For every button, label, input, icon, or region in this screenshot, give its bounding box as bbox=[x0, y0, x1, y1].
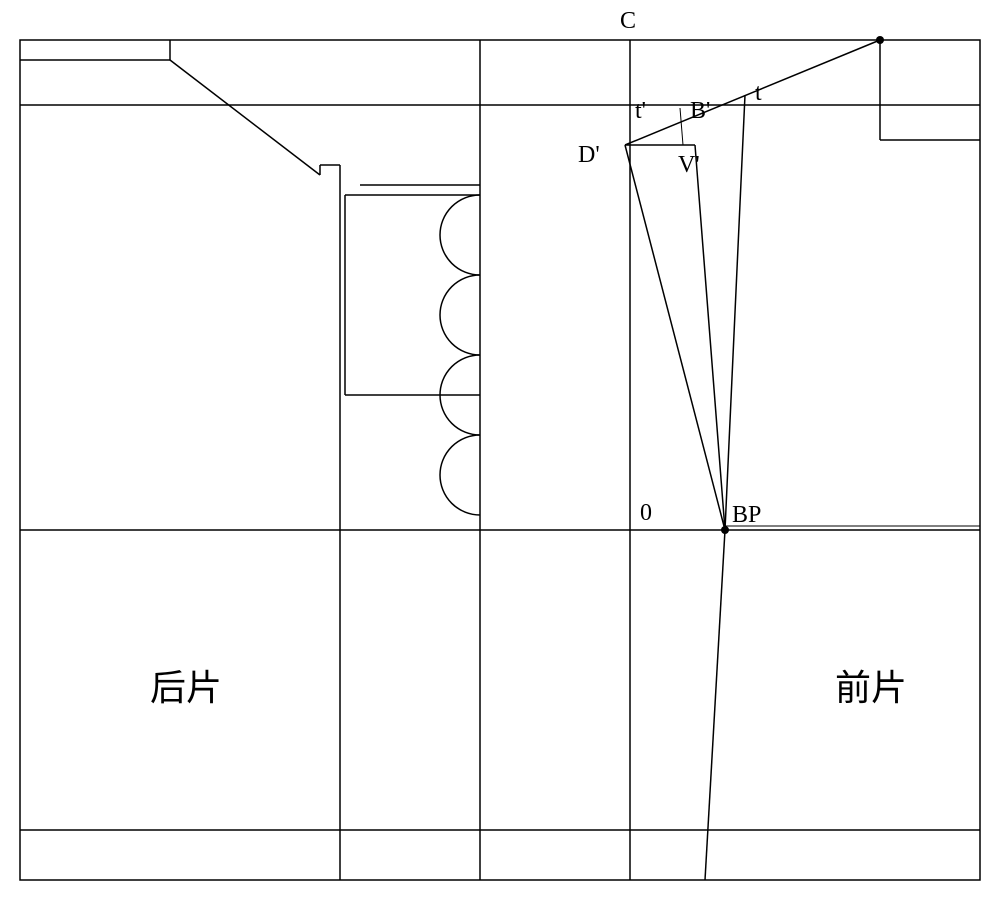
scallop-2 bbox=[440, 275, 480, 355]
bp-dot bbox=[721, 526, 729, 534]
armhole-box bbox=[345, 185, 480, 515]
label-dprime: D' bbox=[578, 142, 600, 168]
scallop-4 bbox=[440, 435, 480, 515]
label-bprime: B' bbox=[690, 98, 710, 124]
back-shoulder-tab bbox=[20, 40, 340, 175]
label-vprime: V' bbox=[678, 152, 700, 178]
label-back-piece: 后片 bbox=[150, 668, 222, 708]
label-bp: BP bbox=[732, 502, 761, 528]
label-t: t bbox=[755, 80, 762, 106]
garment-draft-diagram: C t t' B' D' V' 0 BP 后片 前片 bbox=[0, 0, 1000, 900]
outer-frame bbox=[20, 40, 980, 880]
shoulder-point-dot bbox=[876, 36, 884, 44]
front-shoulder bbox=[625, 40, 980, 530]
scallop-1 bbox=[440, 195, 480, 275]
label-front-piece: 前片 bbox=[835, 668, 907, 708]
label-c: C bbox=[620, 8, 636, 34]
front-princess-seam bbox=[705, 530, 725, 880]
label-tprime: t' bbox=[635, 98, 646, 124]
label-o: 0 bbox=[640, 500, 652, 526]
